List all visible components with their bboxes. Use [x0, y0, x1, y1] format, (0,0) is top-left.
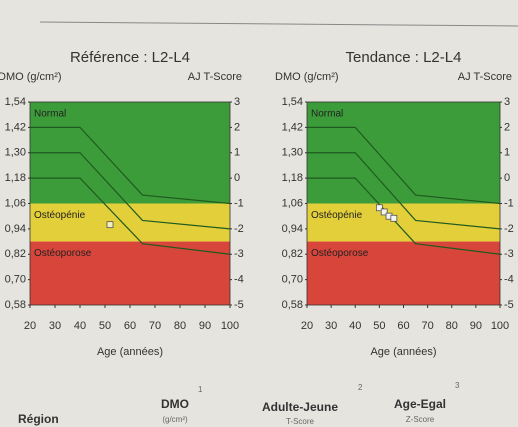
y2-axis-label: AJ T-Score [188, 71, 242, 83]
y-tick-label: 0,94 [282, 223, 303, 235]
y-tick-label: 0,94 [5, 223, 26, 235]
x-tick-label: 30 [325, 320, 337, 332]
x-tick-label: 70 [149, 320, 161, 332]
y-tick-label: 1,42 [282, 121, 303, 133]
table-header: Adulte-Jeune [262, 400, 338, 414]
y2-tick-label: -2 [504, 223, 514, 235]
data-point [380, 208, 388, 216]
y-tick-label: 1,30 [5, 147, 26, 159]
table-header: Age-Egal [394, 397, 446, 411]
plot-frame [29, 101, 231, 306]
table-subheader: (g/cm²) [162, 415, 188, 424]
table-header: DMO [161, 397, 189, 411]
x-tick-label: 50 [99, 320, 111, 332]
y-axis-label: DMO (g/cm²) [275, 71, 339, 83]
y2-tick-label: 0 [234, 172, 240, 184]
y2-tick-label: -1 [234, 197, 244, 209]
x-tick-label: 20 [24, 320, 36, 332]
zone-label: Ostéopénie [34, 210, 86, 221]
x-tick-label: 90 [199, 320, 211, 332]
table-subheader: T-Score [286, 417, 315, 426]
y2-tick-label: -2 [234, 223, 244, 235]
data-point [106, 221, 114, 229]
y-tick-label: 1,18 [282, 172, 303, 184]
y-tick-label: 0,70 [5, 274, 26, 286]
y2-tick-label: 1 [234, 147, 240, 159]
reference-curve [30, 152, 231, 230]
y2-tick-label: 0 [504, 172, 510, 184]
y-tick-label: 1,06 [5, 197, 26, 209]
zone-label: Ostéoporose [34, 248, 92, 259]
x-tick-label: 80 [446, 320, 458, 332]
zone-label: Ostéoporose [311, 248, 369, 259]
x-tick-label: 40 [74, 320, 86, 332]
y2-tick-label: -4 [234, 274, 244, 286]
y2-tick-label: -5 [504, 299, 514, 311]
x-tick-label: 70 [422, 320, 434, 332]
y-tick-label: 0,82 [5, 248, 26, 260]
reference-curve [30, 126, 231, 205]
note: 3 [455, 381, 460, 390]
reference-curve [30, 177, 231, 255]
zone-label: Normal [34, 109, 66, 120]
zone-label: Ostéopénie [311, 210, 363, 221]
y2-tick-label: -1 [504, 197, 514, 209]
x-tick-label: 90 [470, 320, 482, 332]
y2-axis-label: AJ T-Score [458, 71, 512, 83]
x-tick-label: 40 [349, 320, 361, 332]
chart-title: Référence : L2-L4 [70, 49, 190, 66]
x-tick-label: 100 [491, 320, 509, 332]
zone [307, 203, 500, 242]
y-tick-label: 1,30 [282, 147, 303, 159]
y-tick-label: 1,18 [5, 172, 26, 184]
y2-tick-label: -3 [504, 248, 514, 260]
reference-curve [307, 152, 501, 230]
data-point [390, 214, 398, 222]
table-subheader: Z-Score [406, 415, 435, 424]
x-tick-label: 100 [221, 320, 239, 332]
x-tick-label: 30 [49, 320, 61, 332]
zone [30, 203, 230, 242]
chart-title: Tendance : L2-L4 [346, 49, 462, 66]
zone-label: Normal [311, 109, 343, 120]
y-tick-label: 1,42 [5, 121, 26, 133]
y2-tick-label: 3 [234, 96, 240, 108]
data-point [375, 204, 383, 212]
y-tick-label: 0,58 [5, 299, 26, 311]
y-tick-label: 0,58 [282, 299, 303, 311]
x-tick-label: 60 [397, 320, 409, 332]
reference-curve [307, 126, 501, 205]
plot-frame [306, 101, 501, 306]
rule [39, 21, 518, 27]
note: 1 [198, 385, 203, 394]
y-tick-label: 1,54 [5, 96, 26, 108]
y2-tick-label: 2 [504, 121, 510, 133]
x-tick-label: 20 [301, 320, 313, 332]
x-tick-label: 50 [373, 320, 385, 332]
y-axis-label: DMO (g/cm²) [0, 71, 62, 83]
y-tick-label: 0,70 [282, 274, 303, 286]
table-header: Région [18, 412, 59, 426]
x-axis-label: Age (années) [370, 346, 436, 358]
y2-tick-label: -3 [234, 248, 244, 260]
y-tick-label: 1,06 [282, 197, 303, 209]
y2-tick-label: -4 [504, 274, 514, 286]
y2-tick-label: 3 [504, 96, 510, 108]
y2-tick-label: -5 [234, 299, 244, 311]
y2-tick-label: 2 [234, 121, 240, 133]
zone [307, 241, 500, 305]
y-tick-label: 0,82 [282, 248, 303, 260]
y-tick-label: 1,54 [282, 96, 303, 108]
x-tick-label: 80 [174, 320, 186, 332]
x-axis-label: Age (années) [97, 346, 163, 358]
zone [30, 241, 230, 305]
note: 2 [358, 383, 363, 392]
x-tick-label: 60 [124, 320, 136, 332]
y2-tick-label: 1 [504, 147, 510, 159]
